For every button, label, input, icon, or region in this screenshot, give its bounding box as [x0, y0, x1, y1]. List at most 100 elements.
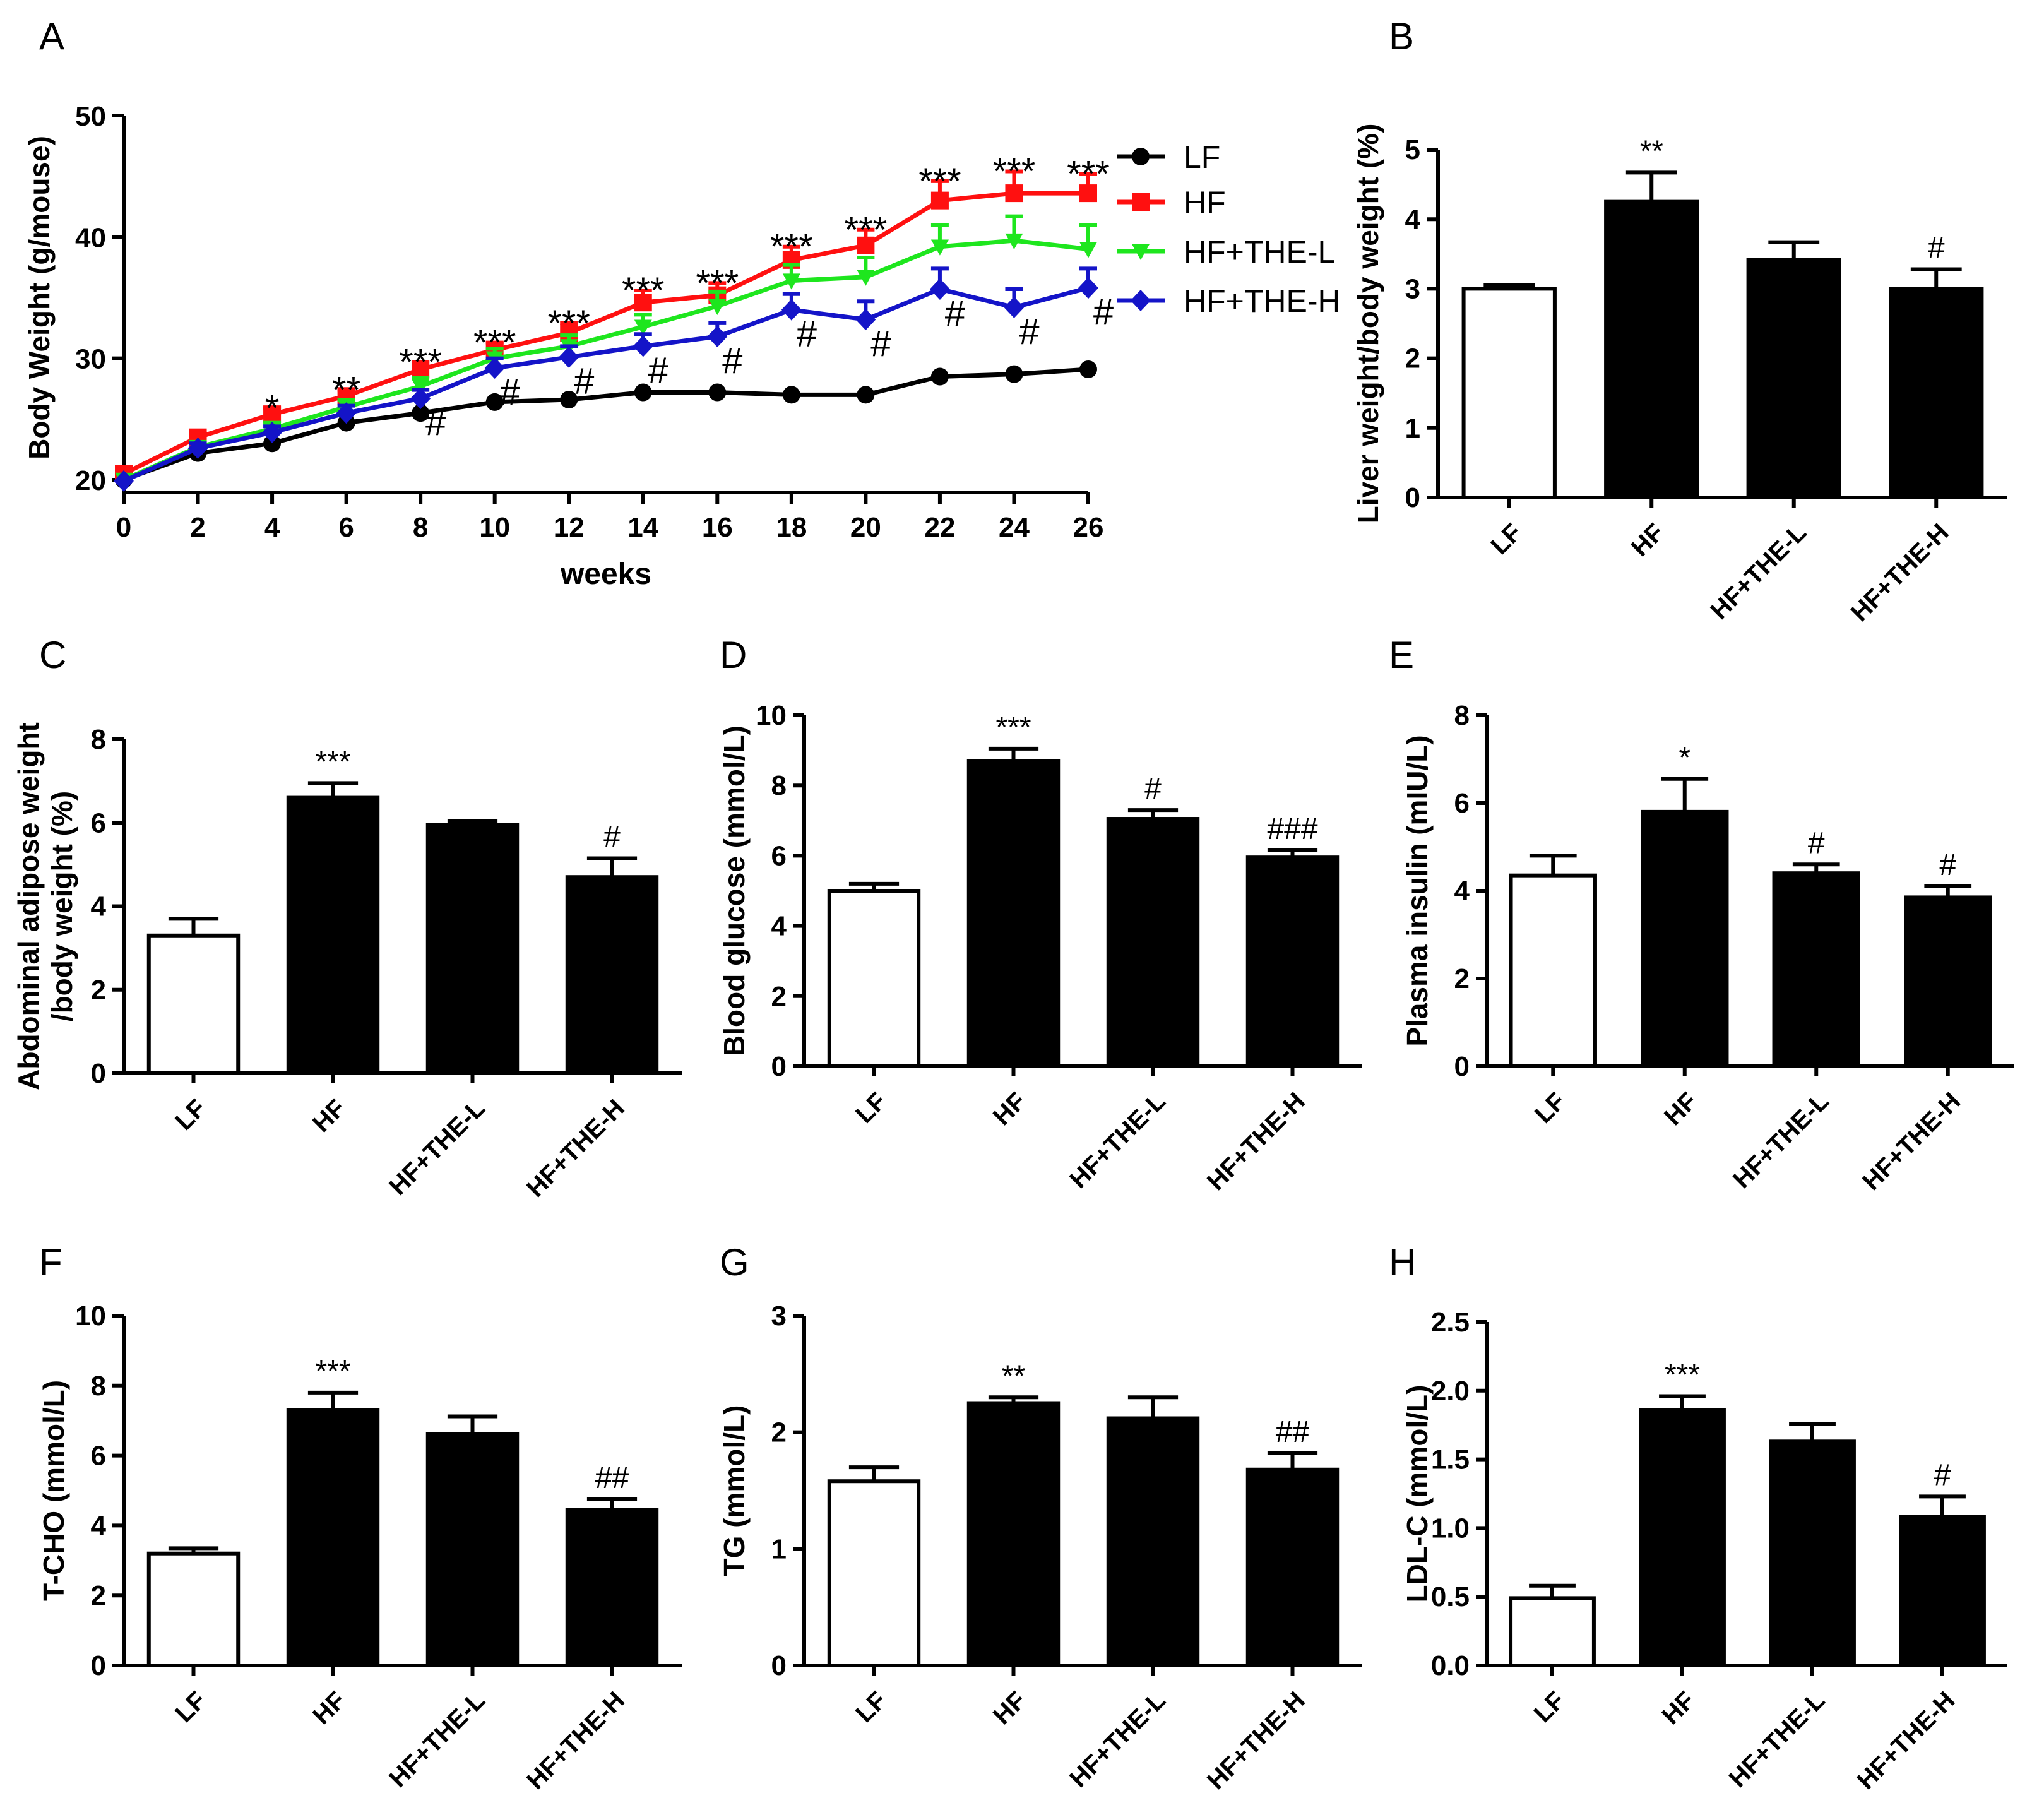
y-tick-label: 1 [1405, 413, 1420, 444]
y-tick-label: 4 [1454, 876, 1470, 907]
significance-hash: # [722, 340, 742, 381]
bar-hf [286, 1408, 380, 1668]
marker-triangle-down [708, 299, 727, 315]
significance-hash: # [500, 372, 520, 413]
marker-square [1132, 193, 1150, 211]
marker-square [263, 405, 282, 424]
significance-hash: # [870, 323, 891, 364]
x-tick-label: 10 [479, 512, 510, 543]
significance-mark: # [1928, 232, 1945, 265]
bar-hf-the-h [565, 1508, 659, 1667]
y-tick-label: 30 [75, 344, 106, 375]
marker-diamond [929, 278, 950, 301]
marker-circle [263, 434, 282, 453]
x-category-label: HF [307, 1686, 351, 1730]
marker-circle [930, 367, 949, 386]
panel-letter-h: H [1389, 1241, 1416, 1283]
y-tick-label: 0 [771, 1051, 787, 1082]
series-lf [115, 360, 1097, 489]
y-axis-label: LDL-C (mmol/L) [1401, 1385, 1434, 1603]
bar-lf [1509, 873, 1597, 1069]
x-category-label: HF+THE-L [384, 1094, 490, 1201]
x-tick-label: 20 [850, 512, 881, 543]
legend-label: LF [1184, 140, 1220, 175]
y-tick-label: 8 [91, 724, 106, 755]
bar-hf [966, 759, 1061, 1069]
x-category-label: HF+THE-L [1064, 1087, 1171, 1194]
marker-diamond [410, 388, 431, 410]
bar-hf-the-l [1746, 258, 1841, 499]
significance-mark: ## [595, 1462, 629, 1495]
x-tick-label: 12 [554, 512, 585, 543]
y-tick-label: 2 [91, 975, 106, 1006]
bar-hf [286, 795, 380, 1075]
x-tick-label: 14 [627, 512, 658, 543]
marker-triangle-down [857, 270, 875, 286]
marker-diamond [114, 470, 134, 492]
significance-hash: # [574, 361, 594, 402]
marker-square [412, 360, 430, 378]
marker-diamond [1004, 296, 1025, 318]
x-category-label: LF [850, 1087, 892, 1129]
series-line [122, 191, 1088, 476]
x-tick-label: 16 [702, 512, 733, 543]
y-axis-label: Blood glucose (mmol/L) [718, 725, 751, 1056]
significance-mark: *** [1665, 1359, 1700, 1392]
significance-hash: # [945, 293, 965, 334]
significance-mark: *** [995, 711, 1031, 744]
y-axis-label: TG (mmol/L) [718, 1405, 751, 1576]
x-tick-label: 26 [1073, 512, 1104, 543]
y-tick-label: 6 [771, 840, 787, 871]
significance-mark: # [603, 820, 621, 854]
y-tick-label: 0 [1405, 482, 1420, 513]
y-tick-label: 5 [1405, 134, 1420, 165]
significance-mark: *** [315, 745, 350, 778]
significance-stars: *** [993, 151, 1036, 192]
panel-letter-d: D [720, 634, 747, 676]
y-tick-label: 2 [91, 1580, 106, 1611]
x-category-label: LF [850, 1686, 892, 1728]
panel-c-abdominal-adipose-bar-chart: 0 2 4 6 8 Abdominal adipose weight/body weigh… [12, 722, 682, 1203]
x-category-label: HF+THE-H [521, 1094, 630, 1203]
y-tick-label: 0 [1454, 1051, 1470, 1082]
significance-stars: *** [547, 303, 590, 344]
panel-g-tg-bar-chart: 0 1 2 3 TG (mmol/L) LF HF ** HF+THE-L HF+THE-H ## [718, 1301, 1362, 1795]
marker-triangle-down [1079, 242, 1097, 258]
y-tick-label: 2 [1454, 963, 1470, 994]
x-category-label: HF+THE-L [384, 1686, 490, 1793]
series-line [122, 285, 1089, 484]
marker-circle [782, 386, 800, 404]
series-line [122, 238, 1089, 482]
bar-hf-the-l [1769, 1439, 1856, 1667]
bar-lf [146, 933, 241, 1075]
marker-diamond [484, 357, 505, 379]
bar-hf-the-l [1772, 871, 1860, 1068]
y-tick-label: 10 [75, 1301, 106, 1331]
bar-hf-the-l [425, 1432, 520, 1667]
x-category-label: HF+THE-H [1846, 518, 1954, 627]
y-tick-label: 1.5 [1431, 1444, 1470, 1475]
bar-hf [1641, 809, 1729, 1069]
x-category-label: HF+THE-H [1202, 1686, 1310, 1795]
significance-stars: *** [399, 342, 442, 383]
x-tick-label: 22 [924, 512, 955, 543]
x-category-label: HF [988, 1686, 1031, 1730]
bar-hf-the-h [1245, 1467, 1340, 1667]
bar-hf-the-h [1889, 287, 1984, 499]
y-axis-label: Plasma insulin (mIU/L) [1401, 735, 1434, 1046]
bar-lf [1461, 287, 1557, 499]
legend-label: HF [1184, 185, 1226, 220]
bar-hf-the-h [565, 875, 659, 1076]
x-category-label: HF [1659, 1087, 1702, 1131]
x-category-label: LF [1485, 518, 1527, 560]
marker-diamond [1078, 277, 1098, 299]
bar-hf-the-h [1245, 855, 1340, 1069]
x-category-label: HF [307, 1094, 351, 1138]
y-tick-label: 4 [1405, 204, 1421, 235]
marker-triangle-down [1132, 244, 1150, 260]
y-tick-label: 0.0 [1431, 1650, 1470, 1681]
significance-mark: ** [1002, 1359, 1025, 1393]
y-tick-label: 2.5 [1431, 1307, 1470, 1338]
bar-hf [966, 1401, 1061, 1667]
